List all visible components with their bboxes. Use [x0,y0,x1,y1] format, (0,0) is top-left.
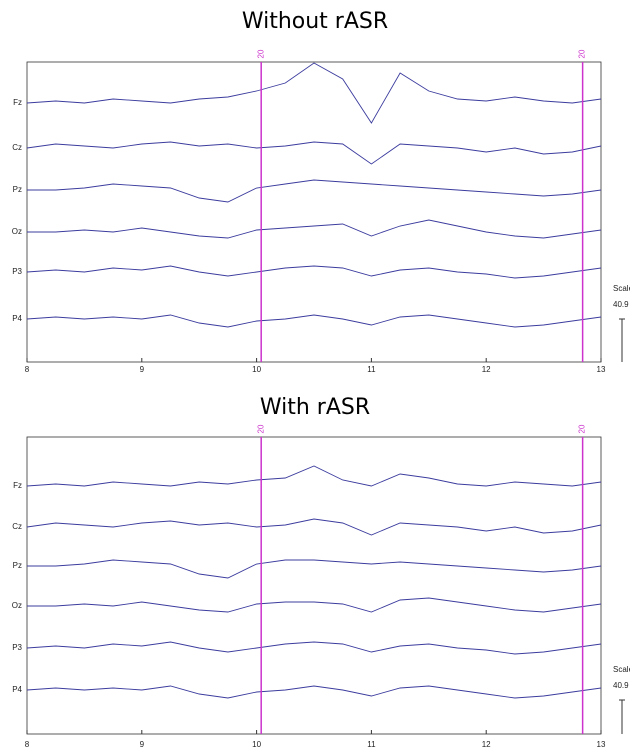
event-label: 20 [256,49,265,58]
x-tick-label: 8 [25,740,30,749]
channel-label: Fz [13,98,22,107]
panel-title: Without rASR [242,9,388,34]
eeg-trace [26,641,602,655]
panel-title: With rASR [260,395,370,420]
scale-label: Scale [613,665,630,674]
plot-frame [26,61,602,363]
channel-label: Cz [12,522,22,531]
eeg-trace [26,685,602,699]
channel-label: Fz [13,481,22,490]
channel-label: Pz [13,185,22,194]
event-label: 20 [578,49,587,58]
eeg-trace [26,265,602,279]
channel-label: P3 [12,267,22,276]
eeg-trace [26,314,602,328]
x-tick-label: 11 [367,365,376,374]
plot-frame [26,436,602,735]
eeg-trace [27,559,602,579]
eeg-trace [26,62,602,124]
channel-label: Oz [12,227,22,236]
x-tick-label: 12 [482,365,491,374]
x-tick-label: 9 [140,365,145,374]
x-tick-label: 10 [252,740,261,749]
x-tick-label: 8 [25,365,30,374]
scale-value: 40.9 [613,681,629,690]
eeg-trace [26,465,602,487]
x-tick-label: 12 [482,740,491,749]
eeg-trace [26,518,602,536]
event-label: 20 [256,424,265,433]
eeg-trace [27,179,602,203]
x-tick-label: 13 [597,365,606,374]
x-tick-label: 9 [140,740,145,749]
x-tick-label: 11 [367,740,376,749]
channel-label: Pz [13,561,22,570]
channel-label: P3 [12,643,22,652]
channel-label: Cz [12,143,22,152]
eeg-trace [27,219,602,239]
x-tick-label: 13 [597,740,606,749]
channel-label: P4 [12,685,22,694]
x-tick-label: 10 [252,365,261,374]
scale-label: Scale [613,284,630,293]
scale-value: 40.9 [613,300,629,309]
channel-label: P4 [12,314,22,323]
eeg-trace [26,141,602,165]
channel-label: Oz [12,601,22,610]
eeg-trace [27,597,602,613]
event-label: 20 [578,424,587,433]
